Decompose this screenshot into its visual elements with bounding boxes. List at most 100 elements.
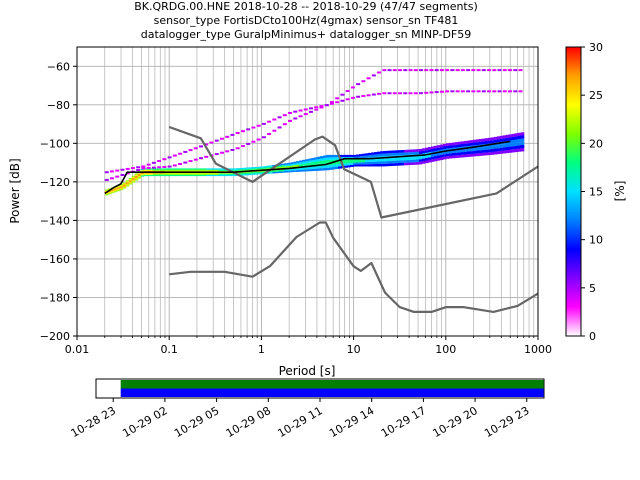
- outlier-point: [371, 74, 376, 77]
- outlier-point: [199, 157, 204, 160]
- density-cell: [350, 158, 354, 161]
- density-cell: [374, 159, 378, 162]
- outlier-point: [487, 69, 492, 72]
- density-cell: [314, 159, 318, 162]
- density-cell: [404, 149, 408, 153]
- density-cell: [436, 145, 441, 148]
- outlier-point: [445, 69, 450, 72]
- outlier-point: [246, 128, 251, 131]
- density-cell: [131, 177, 136, 180]
- density-cell: [140, 175, 145, 177]
- series-line-nlnm: [169, 221, 539, 313]
- density-cell: [433, 148, 438, 151]
- density-cell: [125, 185, 130, 187]
- density-cell: [475, 147, 480, 151]
- y-tick-label: −80: [47, 99, 70, 112]
- density-cell: [335, 166, 339, 170]
- density-cell: [508, 134, 513, 138]
- density-cell: [170, 169, 175, 171]
- density-cell: [389, 153, 393, 156]
- density-cell: [350, 154, 354, 157]
- colorbar: 0 5 10 15 20 25 30 [%]: [565, 41, 627, 343]
- density-cell: [520, 141, 525, 146]
- density-cell: [466, 148, 471, 152]
- density-cell: [281, 166, 285, 169]
- colorbar-gradient: [566, 47, 581, 336]
- density-cell: [272, 164, 276, 167]
- density-cell: [398, 157, 402, 161]
- outlier-point: [445, 90, 450, 93]
- density-cell: [149, 173, 154, 175]
- density-cell: [409, 149, 414, 153]
- density-cell: [104, 189, 109, 191]
- density-cell: [356, 156, 360, 159]
- outlier-point: [481, 90, 486, 93]
- density-cell: [433, 153, 438, 157]
- density-cell: [173, 174, 178, 177]
- density-cell: [362, 162, 366, 165]
- density-cell: [421, 156, 426, 159]
- density-cell: [293, 165, 297, 167]
- x-axis-ticks: 0.01 0.1 1 10 100 1000: [65, 336, 552, 356]
- density-cell: [290, 163, 294, 166]
- density-cell: [320, 165, 324, 169]
- density-cell: [311, 166, 315, 169]
- density-cell: [308, 160, 312, 163]
- density-cell: [430, 159, 435, 162]
- density-cell: [511, 149, 516, 153]
- density-cell: [448, 142, 453, 146]
- density-cell: [176, 168, 181, 170]
- density-cell: [514, 136, 519, 140]
- density-cell: [113, 189, 118, 191]
- y-tick-label: −120: [40, 176, 70, 189]
- density-cell: [344, 163, 348, 166]
- outlier-point: [492, 69, 497, 72]
- outlier-point: [308, 110, 313, 113]
- outlier-point: [115, 175, 120, 178]
- outlier-point: [115, 169, 120, 172]
- density-cell: [146, 169, 151, 171]
- density-cell: [245, 172, 249, 174]
- density-cell: [242, 169, 247, 171]
- density-cell: [230, 173, 235, 175]
- density-cell: [481, 152, 486, 156]
- density-cell: [380, 161, 384, 164]
- density-cell: [490, 140, 495, 144]
- outlier-point: [288, 111, 293, 114]
- outlier-point: [125, 167, 130, 170]
- outlier-point: [340, 93, 345, 96]
- outlier-point: [193, 158, 198, 161]
- series-line-mode: [104, 140, 511, 195]
- density-cell: [128, 183, 133, 185]
- x-axis-label: Period [s]: [279, 364, 336, 378]
- density-cell: [487, 137, 492, 141]
- outlier-point: [251, 140, 256, 143]
- outlier-point: [267, 120, 272, 123]
- density-cell: [281, 165, 285, 167]
- density-cell: [248, 173, 252, 176]
- density-cell: [457, 144, 462, 148]
- density-cell: [215, 168, 220, 170]
- density-cell: [272, 170, 276, 172]
- density-cell: [236, 168, 241, 170]
- colorbar-tick-label: 25: [589, 89, 603, 102]
- density-cell: [332, 159, 336, 163]
- density-cell: [320, 158, 324, 161]
- outlier-point: [199, 145, 204, 148]
- density-cell: [233, 169, 238, 171]
- density-cell: [505, 146, 510, 151]
- density-cell: [499, 144, 504, 148]
- density-cell: [182, 169, 187, 171]
- density-cell: [344, 161, 348, 164]
- density-cell: [511, 133, 516, 137]
- outlier-point: [392, 92, 397, 95]
- mode-line: [104, 140, 511, 195]
- density-cell: [439, 152, 444, 155]
- density-cell: [412, 157, 417, 160]
- density-cell: [116, 188, 121, 190]
- outlier-point: [246, 142, 251, 145]
- density-cell: [251, 168, 255, 170]
- density-cell: [433, 156, 438, 159]
- density-cell: [463, 154, 468, 158]
- density-cell: [499, 150, 504, 154]
